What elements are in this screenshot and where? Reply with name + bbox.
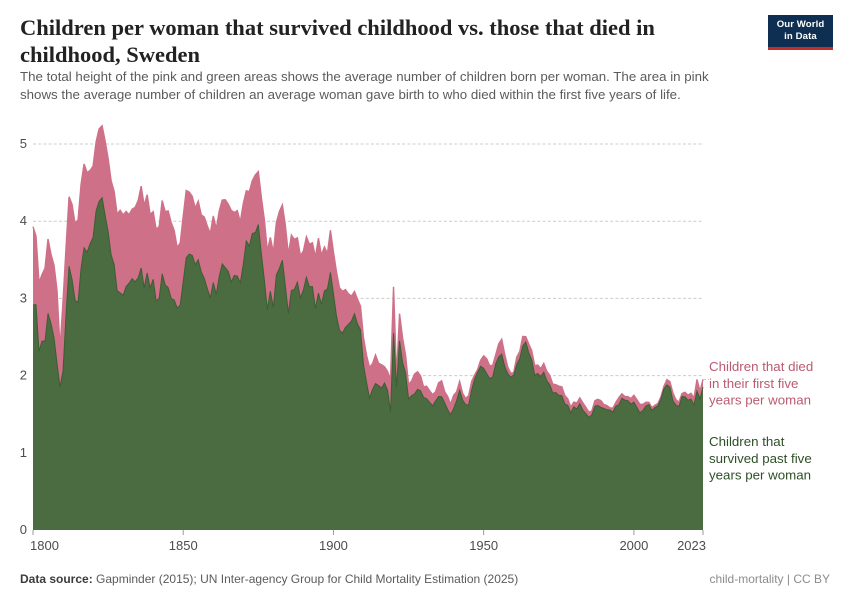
- svg-text:0: 0: [20, 522, 27, 537]
- svg-text:2023: 2023: [677, 538, 706, 553]
- svg-text:1: 1: [20, 445, 27, 460]
- svg-text:3: 3: [20, 290, 27, 305]
- svg-text:2000: 2000: [619, 538, 648, 553]
- svg-text:1950: 1950: [469, 538, 498, 553]
- svg-text:2: 2: [20, 368, 27, 383]
- svg-text:4: 4: [20, 213, 27, 228]
- svg-text:1850: 1850: [169, 538, 198, 553]
- svg-text:5: 5: [20, 136, 27, 151]
- svg-text:1900: 1900: [319, 538, 348, 553]
- svg-text:Children that survived p: Children that survived past five years p…: [709, 434, 815, 483]
- svg-text:Children that died in th: Children that died in their first five y…: [709, 359, 817, 408]
- svg-text:1800: 1800: [30, 538, 59, 553]
